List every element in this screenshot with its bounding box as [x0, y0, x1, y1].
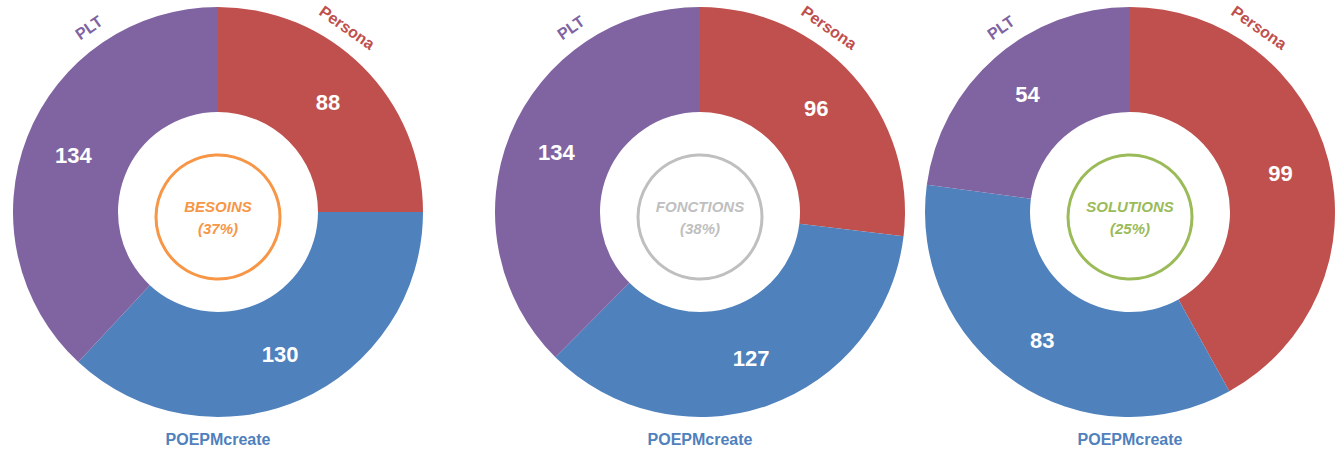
svg-text:PLT: PLT [984, 12, 1018, 43]
svg-text:88: 88 [316, 90, 340, 115]
svg-text:Persona: Persona [798, 2, 860, 53]
svg-text:PLT: PLT [554, 12, 588, 43]
svg-text:POEPMcreate: POEPMcreate [1078, 431, 1183, 448]
svg-text:127: 127 [733, 346, 770, 371]
svg-text:54: 54 [1015, 82, 1040, 107]
svg-text:96: 96 [804, 96, 828, 121]
svg-text:134: 134 [538, 140, 575, 165]
svg-text:POEPMcreate: POEPMcreate [648, 431, 753, 448]
svg-text:130: 130 [262, 342, 299, 367]
svg-text:FONCTIONS: FONCTIONS [656, 198, 744, 215]
svg-text:BESOINS: BESOINS [184, 198, 252, 215]
svg-text:Persona: Persona [316, 2, 378, 53]
svg-text:Persona: Persona [1228, 2, 1290, 53]
svg-text:SOLUTIONS: SOLUTIONS [1086, 198, 1174, 215]
svg-text:(38%): (38%) [680, 220, 720, 237]
svg-text:134: 134 [55, 143, 92, 168]
svg-text:PLT: PLT [72, 12, 106, 43]
svg-text:(37%): (37%) [198, 220, 238, 237]
svg-text:99: 99 [1268, 161, 1292, 186]
svg-text:83: 83 [1030, 328, 1054, 353]
svg-text:(25%): (25%) [1110, 220, 1150, 237]
svg-text:POEPMcreate: POEPMcreate [166, 431, 271, 448]
